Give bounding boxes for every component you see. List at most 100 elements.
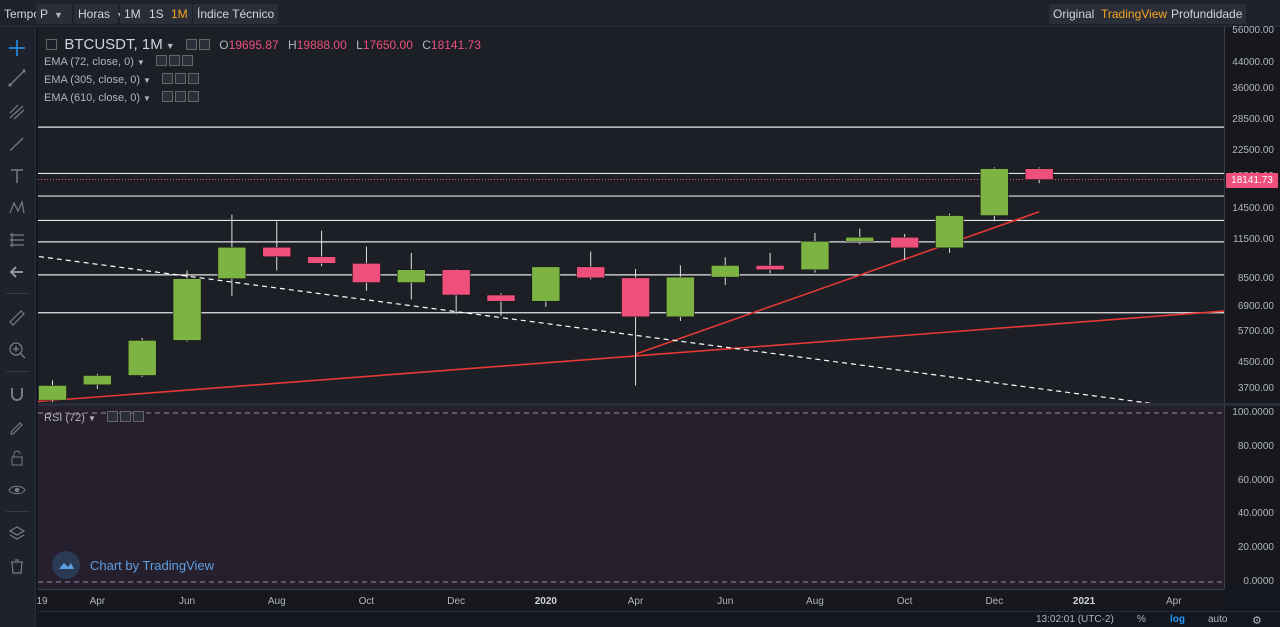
- resolution-1M-button[interactable]: 1M: [167, 4, 192, 24]
- back-arrow-icon[interactable]: [4, 259, 30, 285]
- price-tick-label: 28500.00: [1232, 113, 1274, 125]
- resolution-1m-button[interactable]: 1M: [120, 4, 145, 24]
- rsi-label[interactable]: RSI (72): [44, 412, 85, 424]
- brush-icon[interactable]: [4, 131, 30, 157]
- crosshair-icon[interactable]: [4, 35, 30, 61]
- price-tick-label: 8500.00: [1237, 273, 1274, 285]
- time-tick-label: Jun: [717, 596, 734, 607]
- close-icon[interactable]: [181, 55, 193, 66]
- candle-body: [486, 294, 516, 302]
- price-tick-label: 22500.00: [1232, 145, 1274, 157]
- candle: [441, 268, 471, 314]
- candle: [935, 213, 964, 253]
- time-axis[interactable]: 19 Apr Jun Aug Oct Dec 2020 Apr Jun Aug Oct Dec 2021…: [36, 589, 1224, 611]
- projection-icon[interactable]: [4, 227, 30, 253]
- pane-separator[interactable]: [38, 403, 1280, 406]
- fib-icon[interactable]: [4, 99, 30, 125]
- collapse-icon[interactable]: [46, 39, 57, 50]
- settings-icon[interactable]: [174, 91, 186, 102]
- candle-body: [666, 276, 695, 318]
- tradingview-watermark[interactable]: Chart by TradingView: [52, 551, 214, 579]
- candle-body: [397, 269, 426, 283]
- close-icon[interactable]: [132, 411, 144, 422]
- percent-toggle[interactable]: %: [1137, 614, 1146, 625]
- time-tick-label: Oct: [358, 596, 375, 607]
- view-original-button[interactable]: Original: [1049, 4, 1099, 24]
- candle: [1024, 167, 1054, 184]
- candle: [307, 230, 336, 267]
- candle: [800, 232, 830, 273]
- rsi-axis[interactable]: 100.0000 80.0000 60.0000 40.0000 20.0000 0.00…: [1224, 406, 1280, 589]
- rsi-tick-label: 60.0000: [1237, 474, 1274, 486]
- magnet-icon[interactable]: [4, 381, 30, 407]
- resolution-1s-button[interactable]: 1S: [145, 4, 168, 24]
- layers-icon[interactable]: [4, 521, 30, 547]
- lock-icon[interactable]: [4, 445, 30, 471]
- chevron-down-icon[interactable]: ▼: [165, 41, 175, 51]
- candle: [127, 337, 157, 378]
- pattern-icon[interactable]: [4, 195, 30, 221]
- visibility-icon[interactable]: [161, 91, 173, 102]
- ema-label[interactable]: EMA (72, close, 0): [44, 56, 134, 68]
- trend-line-icon[interactable]: [4, 65, 30, 91]
- time-tick-label: 19: [36, 596, 48, 607]
- candle: [531, 266, 561, 307]
- symbol-name[interactable]: BTCUSDT, 1M: [64, 36, 163, 53]
- visibility-icon[interactable]: [106, 411, 118, 422]
- pencil-lock-icon[interactable]: [4, 413, 30, 439]
- hide-icon[interactable]: [198, 39, 210, 50]
- auto-toggle[interactable]: auto: [1208, 614, 1228, 625]
- settings-icon[interactable]: [174, 73, 186, 84]
- visibility-icon[interactable]: [155, 55, 167, 66]
- candle: [845, 228, 875, 245]
- candle-body: [890, 237, 919, 249]
- candle: [755, 252, 785, 274]
- price-axis[interactable]: 56000.00 44000.00 36000.00 28500.00 22500.00…: [1224, 25, 1280, 403]
- ema-legend-1: EMA (72, close, 0) ▼: [44, 55, 193, 68]
- last-price-tag: 18141.73: [1226, 172, 1278, 188]
- candle-body: [262, 246, 291, 257]
- ema-label[interactable]: EMA (305, close, 0): [44, 74, 140, 86]
- time-tick-label: Aug: [806, 596, 824, 607]
- settings-icon[interactable]: [168, 55, 180, 66]
- candle-body: [935, 215, 964, 249]
- settings-icon[interactable]: [185, 39, 197, 50]
- chart-style-dropdown[interactable]: P ▼: [36, 4, 72, 24]
- visibility-icon[interactable]: [161, 73, 173, 84]
- eye-icon[interactable]: [4, 477, 30, 503]
- chevron-down-icon: ▼: [54, 10, 63, 20]
- hours-dropdown[interactable]: Horas▼: [74, 4, 125, 24]
- time-tick-label: 2021: [1072, 596, 1096, 607]
- dashed-trend-line: [38, 255, 1153, 403]
- gear-icon[interactable]: ⚙: [1252, 615, 1262, 627]
- view-depth-button[interactable]: Profundidade: [1167, 4, 1247, 24]
- open-value: 19695.87: [228, 38, 279, 52]
- candle-body: [711, 265, 740, 278]
- trash-icon[interactable]: [4, 553, 30, 579]
- candle: [352, 246, 381, 291]
- candle: [576, 251, 605, 280]
- price-tick-label: 6900.00: [1237, 300, 1274, 312]
- candle: [38, 380, 67, 403]
- rsi-pane[interactable]: [38, 406, 1224, 589]
- ema-label[interactable]: EMA (610, close, 0): [44, 92, 140, 104]
- chevron-down-icon[interactable]: ▼: [87, 414, 96, 423]
- time-tick-label: 2020: [534, 596, 557, 607]
- view-tradingview-button[interactable]: TradingView: [1097, 4, 1172, 24]
- chevron-down-icon[interactable]: ▼: [136, 58, 145, 67]
- candle: [172, 270, 202, 342]
- chevron-down-icon[interactable]: ▼: [143, 76, 151, 85]
- candle: [890, 233, 919, 260]
- trend-line: [635, 211, 1040, 355]
- rsi-tick-label: 80.0000: [1237, 440, 1274, 452]
- ruler-icon[interactable]: [4, 305, 30, 331]
- chevron-down-icon[interactable]: ▼: [143, 94, 151, 103]
- text-icon[interactable]: [4, 163, 30, 189]
- indicators-button[interactable]: Índice Técnico: [193, 4, 279, 24]
- settings-icon[interactable]: [119, 411, 131, 422]
- close-icon[interactable]: [187, 73, 199, 84]
- log-toggle[interactable]: log: [1170, 614, 1185, 625]
- zoom-icon[interactable]: [4, 337, 30, 363]
- close-icon[interactable]: [187, 91, 199, 102]
- price-chart-pane[interactable]: [38, 27, 1224, 403]
